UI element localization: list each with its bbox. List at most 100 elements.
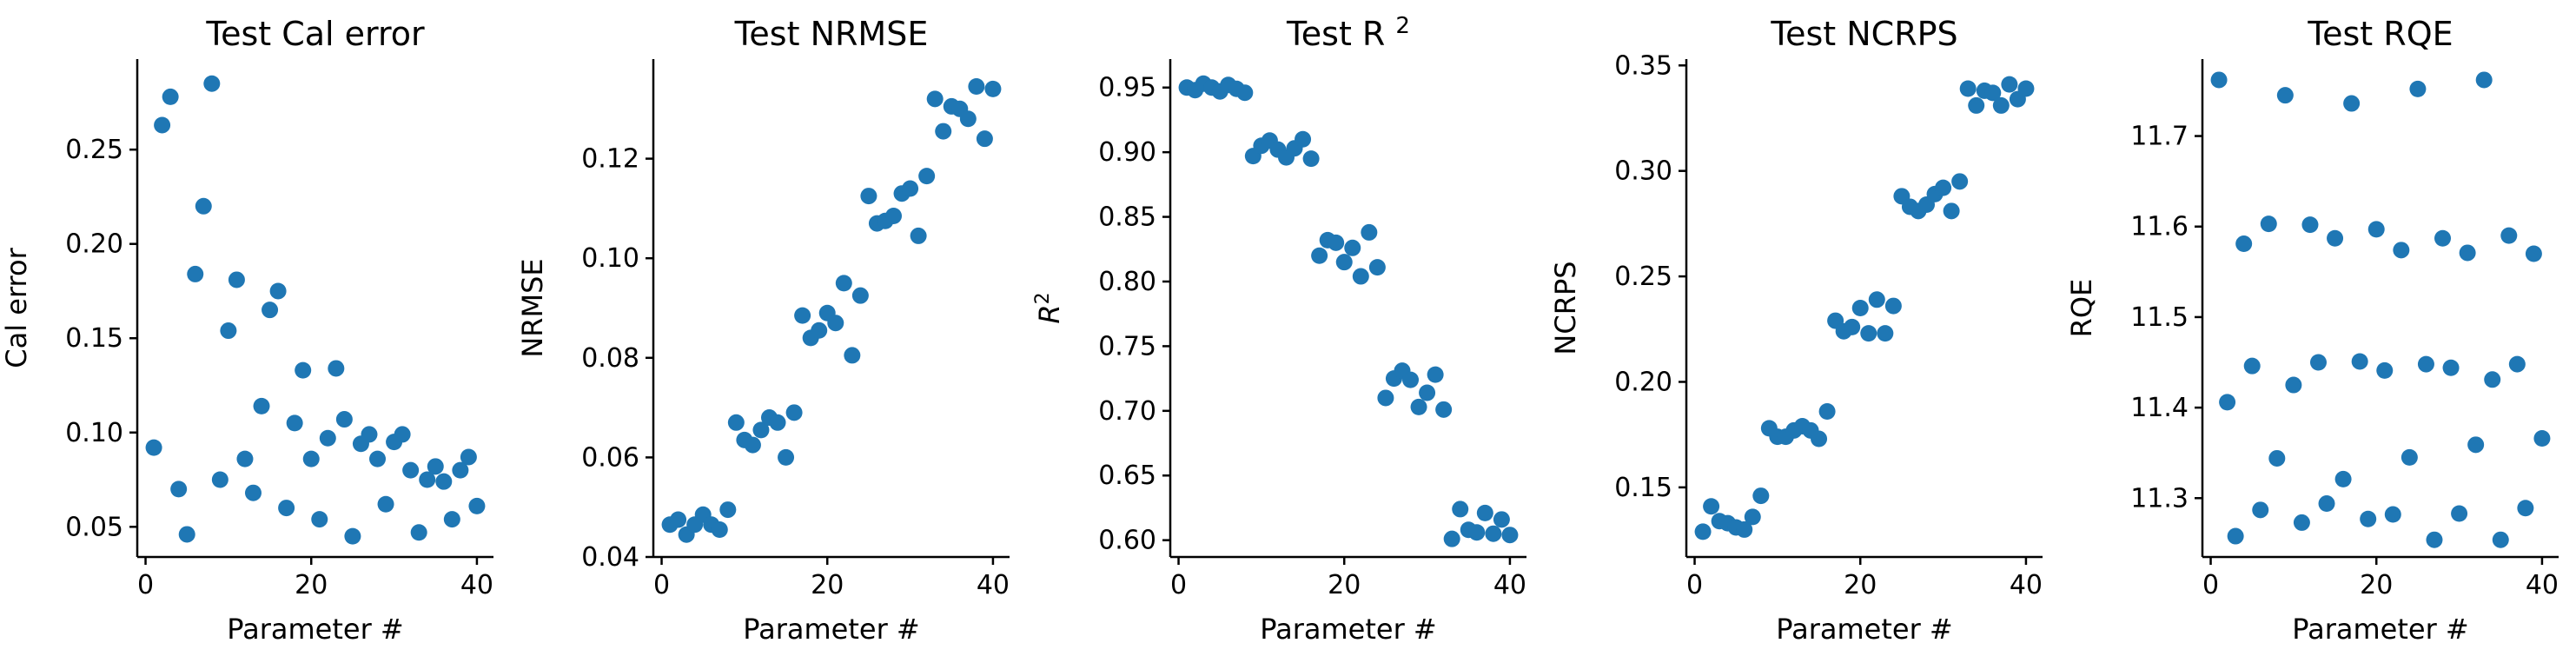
data-point (2393, 242, 2410, 259)
chart-panel: Test R 2 0 20 40 0.60 0.65 0.70 0.75 0.80 0.85 0.9… (1032, 13, 1526, 646)
chart-title: Test NRMSE (734, 15, 929, 53)
data-point (1443, 530, 1460, 547)
data-point (2301, 216, 2319, 234)
data-point (2351, 353, 2368, 370)
y-tick-label: 0.12 (581, 144, 639, 175)
data-point (827, 315, 844, 332)
data-point (1501, 527, 1519, 544)
chart-panel: Test Cal error 0 20 40 0.05 0.10 0.15 0.20 0.25 P… (0, 15, 493, 646)
y-axis-label: Cal error (0, 247, 33, 368)
y-tick-label: 0.90 (1098, 137, 1156, 168)
data-point (278, 500, 295, 517)
x-tick-label: 40 (460, 570, 493, 600)
y-tick-label: 0.95 (1098, 73, 1156, 103)
data-point (253, 397, 270, 414)
data-point (2243, 357, 2261, 375)
x-tick-label: 40 (1493, 570, 1526, 600)
data-point (377, 495, 394, 513)
x-tick-label: 20 (811, 570, 844, 600)
data-point (2459, 244, 2476, 262)
data-point (2334, 470, 2352, 487)
data-point (2484, 371, 2501, 388)
y-tick-label: 0.75 (1098, 331, 1156, 361)
data-point (1427, 366, 1444, 383)
data-point (752, 421, 770, 439)
data-point (2285, 376, 2302, 394)
data-point (835, 275, 852, 292)
x-tick-label: 20 (2360, 570, 2393, 600)
data-point (2235, 235, 2253, 253)
data-point (1468, 524, 1486, 541)
data-point (2360, 510, 2377, 527)
data-point (711, 520, 728, 538)
y-tick-label: 11.6 (2130, 212, 2189, 242)
data-point (187, 265, 204, 282)
data-point (1884, 297, 1902, 315)
data-point (195, 197, 212, 215)
data-point (744, 436, 761, 454)
data-point (1811, 430, 1828, 448)
data-point (2017, 80, 2035, 97)
data-point (1984, 84, 2002, 102)
data-point (2252, 501, 2269, 519)
data-point (811, 322, 828, 339)
data-point (1818, 402, 1836, 420)
data-point (452, 461, 469, 479)
data-point (311, 511, 328, 528)
data-point (344, 527, 361, 545)
data-point (910, 227, 927, 244)
data-point (460, 448, 477, 466)
data-point (369, 450, 387, 467)
data-point (2401, 448, 2418, 466)
data-point (1352, 268, 1369, 285)
data-point (2327, 229, 2344, 247)
data-point (2293, 514, 2310, 531)
y-tick-label: 0.30 (1614, 156, 1672, 187)
y-tick-label: 0.25 (1614, 262, 1672, 292)
y-tick-label: 0.04 (581, 542, 639, 573)
data-point (926, 90, 944, 108)
data-point (402, 461, 420, 479)
data-point (885, 207, 903, 224)
data-point (468, 497, 486, 514)
data-point (844, 347, 861, 364)
data-point (1736, 520, 1753, 538)
data-point (2517, 500, 2534, 517)
data-point (719, 501, 737, 519)
x-axis-label: Parameter # (227, 613, 403, 646)
y-tick-label: 0.15 (1614, 473, 1672, 503)
data-point (1877, 325, 1894, 342)
x-tick-label: 40 (977, 570, 1010, 600)
data-point (976, 130, 993, 148)
data-point (2442, 359, 2460, 376)
x-tick-label: 0 (2202, 570, 2219, 600)
data-point (1935, 179, 1952, 196)
data-point (244, 484, 262, 501)
data-point (328, 360, 345, 377)
data-point (145, 439, 162, 456)
y-tick-label: 0.85 (1098, 202, 1156, 233)
data-point (228, 271, 245, 288)
data-point (162, 88, 179, 105)
data-point (2227, 527, 2244, 545)
x-tick-label: 40 (2010, 570, 2043, 600)
chart-panel: Test NRMSE 0 20 40 0.04 0.06 0.08 0.10 0.12 Param… (516, 15, 1010, 646)
data-point (2384, 506, 2401, 523)
x-axis-label: Parameter # (2292, 613, 2468, 646)
data-point (1311, 247, 1328, 264)
y-tick-label: 11.7 (2130, 122, 2189, 152)
data-point (959, 110, 977, 128)
chart-title: Test NCRPS (1770, 15, 1957, 53)
data-point (1992, 96, 2010, 114)
data-point (2367, 221, 2385, 238)
data-point (1694, 523, 1712, 540)
y-tick-label: 0.10 (65, 418, 123, 448)
data-point (1752, 487, 1770, 505)
data-point (1410, 398, 1427, 415)
data-point (2210, 71, 2228, 89)
y-tick-label: 11.5 (2130, 302, 2189, 333)
data-point (295, 361, 312, 379)
data-point (1402, 371, 1420, 388)
data-point (1302, 150, 1320, 168)
data-point (1377, 389, 1394, 407)
